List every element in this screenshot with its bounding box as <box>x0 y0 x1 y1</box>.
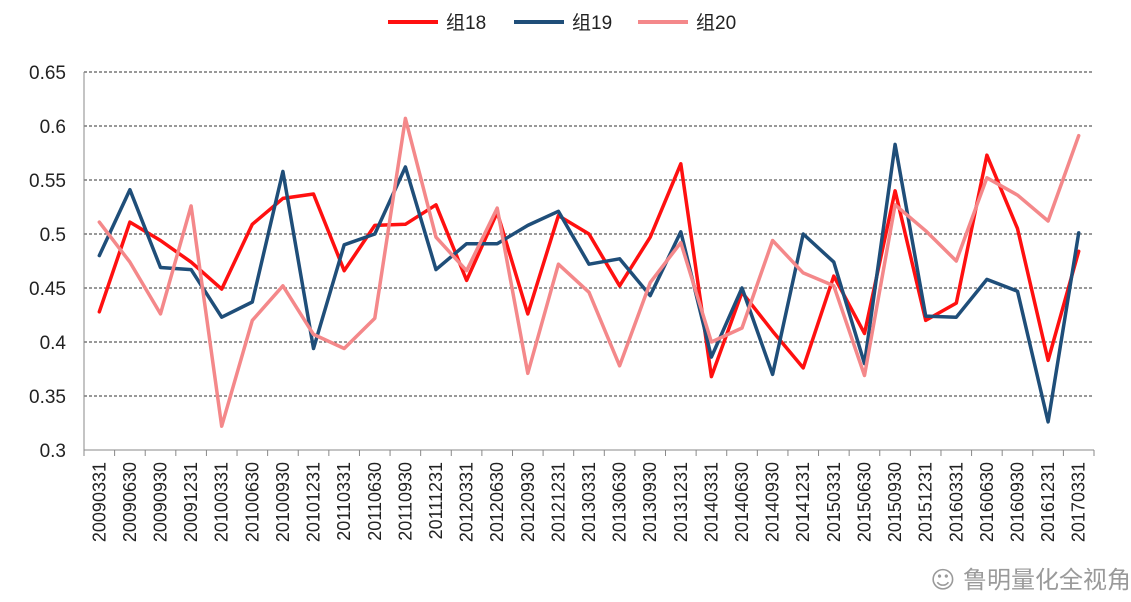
x-tick-label: 20120630 <box>487 462 507 542</box>
x-tick-label: 20140630 <box>732 462 752 542</box>
x-tick-label: 20160930 <box>1007 462 1027 542</box>
legend: 组18 组19 组20 <box>388 12 736 34</box>
watermark: ☺ 鲁明量化全视角 <box>930 560 1131 595</box>
x-tick-label: 20121231 <box>548 462 568 542</box>
x-tick-label: 20090331 <box>89 462 109 542</box>
x-tick-label: 20110930 <box>395 462 415 541</box>
x-tick-label: 20140331 <box>701 462 721 542</box>
y-tick-label: 0.4 <box>40 333 67 354</box>
x-tick-label: 20160331 <box>946 462 966 542</box>
y-tick-label: 0.3 <box>40 441 66 462</box>
y-tick-label: 0.65 <box>29 63 66 84</box>
series-line-2 <box>97 116 1081 428</box>
x-tick-label: 20170331 <box>1069 462 1089 542</box>
y-tick-label: 0.5 <box>40 225 66 246</box>
series-lines <box>97 116 1081 428</box>
y-tick-label: 0.45 <box>29 279 66 300</box>
x-tick-label: 20120930 <box>518 462 538 542</box>
watermark-text: 鲁明量化全视角 <box>963 566 1131 594</box>
y-tick-label: 0.55 <box>29 171 66 192</box>
x-axis-ticks: 20090331 20090630 20090930 20091231 20100331… <box>83 450 1095 542</box>
series-line-1 <box>97 142 1081 424</box>
legend-label-2: 组20 <box>696 12 736 34</box>
x-tick-label: 20150930 <box>885 462 905 542</box>
x-tick-label: 20140930 <box>763 462 783 542</box>
legend-label-0: 组18 <box>446 12 486 34</box>
x-tick-label: 20090930 <box>151 462 171 542</box>
wechat-icon: ☺ <box>930 566 963 594</box>
x-tick-label: 20130930 <box>640 462 660 542</box>
axes <box>83 72 1094 451</box>
x-tick-label: 20111231 <box>426 462 446 539</box>
x-tick-label: 20100930 <box>273 462 293 542</box>
x-tick-label: 20160630 <box>977 462 997 542</box>
series-line-0 <box>97 153 1081 379</box>
x-tick-label: 20120331 <box>457 462 477 542</box>
x-tick-label: 20110630 <box>365 462 385 541</box>
x-tick-label: 20161231 <box>1038 462 1058 542</box>
x-tick-label: 20131231 <box>671 462 691 542</box>
x-tick-label: 20150331 <box>824 462 844 542</box>
y-tick-label: 0.6 <box>40 117 66 138</box>
x-tick-label: 20150630 <box>854 462 874 542</box>
y-tick-label: 0.35 <box>29 387 66 408</box>
x-tick-label: 20090630 <box>120 462 140 542</box>
x-tick-label: 20130331 <box>579 462 599 542</box>
legend-label-1: 组19 <box>572 12 612 34</box>
x-tick-label: 20091231 <box>181 462 201 542</box>
x-tick-label: 20110331 <box>334 462 354 541</box>
x-tick-label: 20101231 <box>304 462 324 542</box>
x-tick-label: 20100331 <box>212 462 232 542</box>
x-tick-label: 20100630 <box>242 462 262 542</box>
x-tick-label: 20141231 <box>793 462 813 542</box>
y-axis-ticks: 0.3 0.35 0.4 0.45 0.5 0.55 0.6 0.65 <box>29 63 66 462</box>
x-tick-label: 20151231 <box>916 462 936 542</box>
x-tick-label: 20130630 <box>610 462 630 542</box>
